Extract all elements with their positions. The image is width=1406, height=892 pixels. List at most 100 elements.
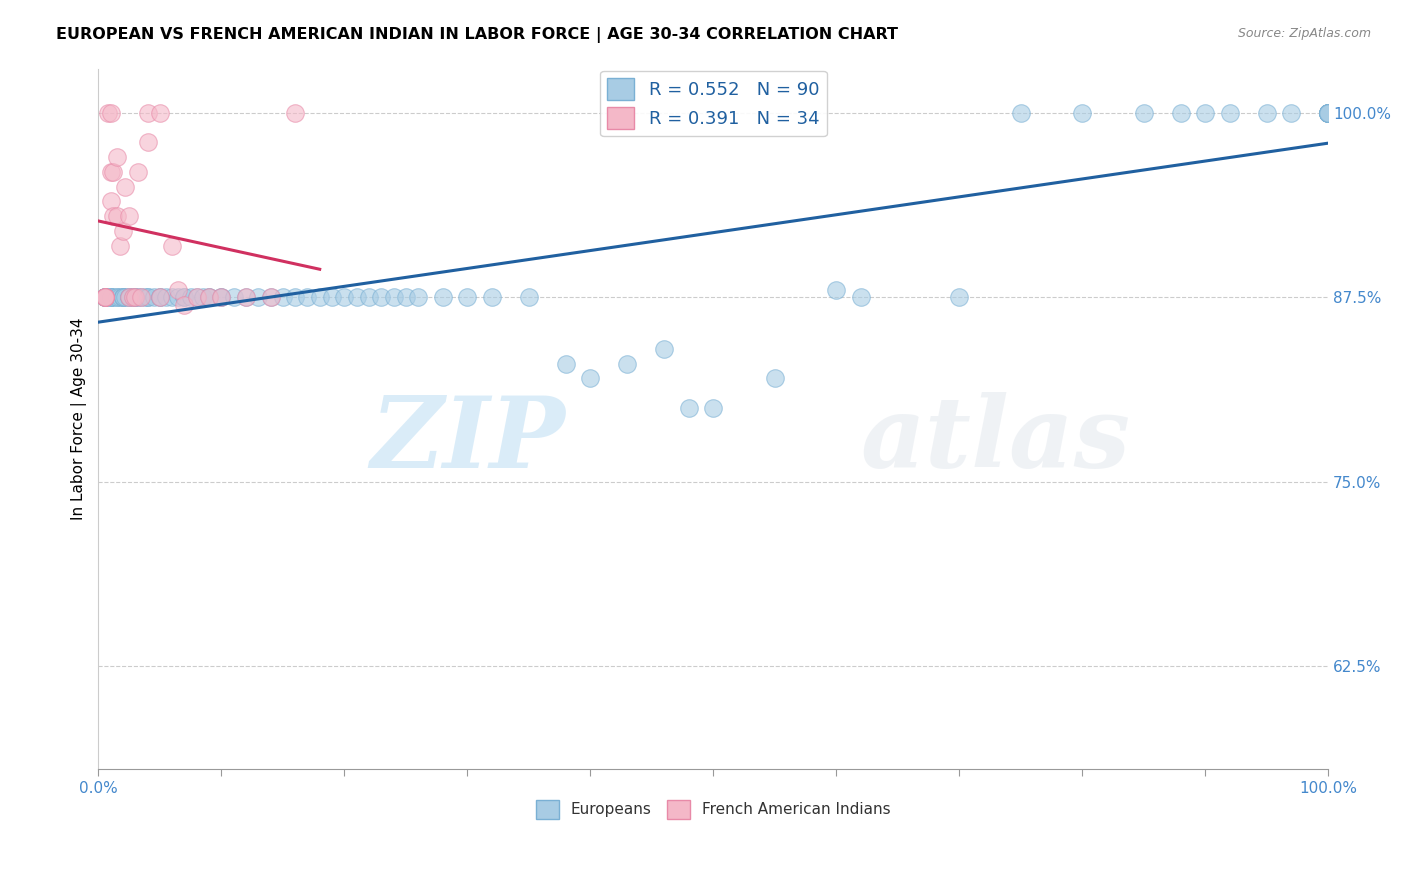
Point (1317, 105, 1340, 120)
Point (160, 238, 183, 252)
Point (554, 357, 576, 371)
Point (1194, 105, 1216, 120)
Point (209, 290, 232, 304)
Point (209, 290, 232, 304)
Point (105, 290, 128, 304)
Point (1219, 105, 1241, 120)
Point (101, 209, 124, 223)
Point (105, 290, 128, 304)
Point (101, 165, 124, 179)
Point (346, 290, 368, 304)
Point (406, 290, 429, 304)
Point (155, 290, 177, 304)
Point (370, 290, 392, 304)
Point (186, 290, 208, 304)
Point (100, 290, 122, 304)
Point (432, 290, 454, 304)
Point (1317, 105, 1340, 120)
Point (271, 290, 294, 304)
Point (1317, 105, 1340, 120)
Point (111, 290, 134, 304)
Point (131, 290, 153, 304)
Point (93, 290, 115, 304)
Point (93, 290, 115, 304)
Point (1279, 105, 1302, 120)
Point (93, 290, 115, 304)
Point (198, 290, 221, 304)
Point (1317, 105, 1340, 120)
Point (173, 290, 195, 304)
Point (149, 105, 172, 120)
Point (1317, 105, 1340, 120)
Point (395, 290, 418, 304)
Point (849, 290, 872, 304)
Point (93, 290, 115, 304)
Point (235, 290, 257, 304)
Point (481, 290, 503, 304)
Point (118, 290, 141, 304)
Point (616, 357, 638, 371)
Point (136, 105, 159, 120)
Point (100, 290, 122, 304)
Point (284, 290, 307, 304)
Point (186, 290, 208, 304)
Point (382, 290, 405, 304)
Point (114, 179, 136, 194)
Point (110, 290, 132, 304)
Point (105, 209, 128, 223)
Point (111, 290, 134, 304)
Point (1317, 105, 1340, 120)
Point (191, 290, 214, 304)
Point (121, 290, 143, 304)
Point (100, 194, 122, 209)
Point (93, 290, 115, 304)
Point (97, 105, 120, 120)
Point (180, 290, 202, 304)
Point (136, 290, 159, 304)
Text: ZIP: ZIP (371, 392, 565, 488)
Point (124, 290, 146, 304)
Point (173, 290, 195, 304)
Point (136, 136, 159, 150)
Point (124, 290, 146, 304)
Point (198, 290, 221, 304)
Point (127, 290, 149, 304)
Y-axis label: In Labor Force | Age 30-34: In Labor Force | Age 30-34 (72, 318, 87, 520)
Point (235, 290, 257, 304)
Point (259, 290, 281, 304)
Point (1256, 105, 1278, 120)
Point (105, 150, 128, 164)
Point (308, 290, 330, 304)
Point (321, 290, 343, 304)
Point (160, 290, 183, 304)
Point (652, 342, 675, 356)
Point (93, 290, 115, 304)
Point (517, 290, 540, 304)
Point (456, 290, 478, 304)
Point (333, 290, 356, 304)
Point (118, 290, 141, 304)
Point (93, 290, 115, 304)
Point (142, 290, 165, 304)
Point (1317, 105, 1340, 120)
Point (1317, 105, 1340, 120)
Point (1170, 105, 1192, 120)
Point (111, 224, 134, 238)
Point (1132, 105, 1154, 120)
Point (118, 209, 141, 223)
Text: EUROPEAN VS FRENCH AMERICAN INDIAN IN LABOR FORCE | AGE 30-34 CORRELATION CHART: EUROPEAN VS FRENCH AMERICAN INDIAN IN LA… (56, 27, 898, 43)
Point (124, 290, 146, 304)
Point (134, 290, 156, 304)
Point (763, 371, 786, 385)
Point (167, 290, 190, 304)
Point (93, 290, 115, 304)
Point (100, 165, 122, 179)
Point (1071, 105, 1094, 120)
Point (259, 290, 281, 304)
Point (93, 290, 115, 304)
Point (284, 105, 307, 120)
Point (93, 290, 115, 304)
Point (149, 290, 172, 304)
Point (149, 290, 172, 304)
Point (222, 290, 245, 304)
